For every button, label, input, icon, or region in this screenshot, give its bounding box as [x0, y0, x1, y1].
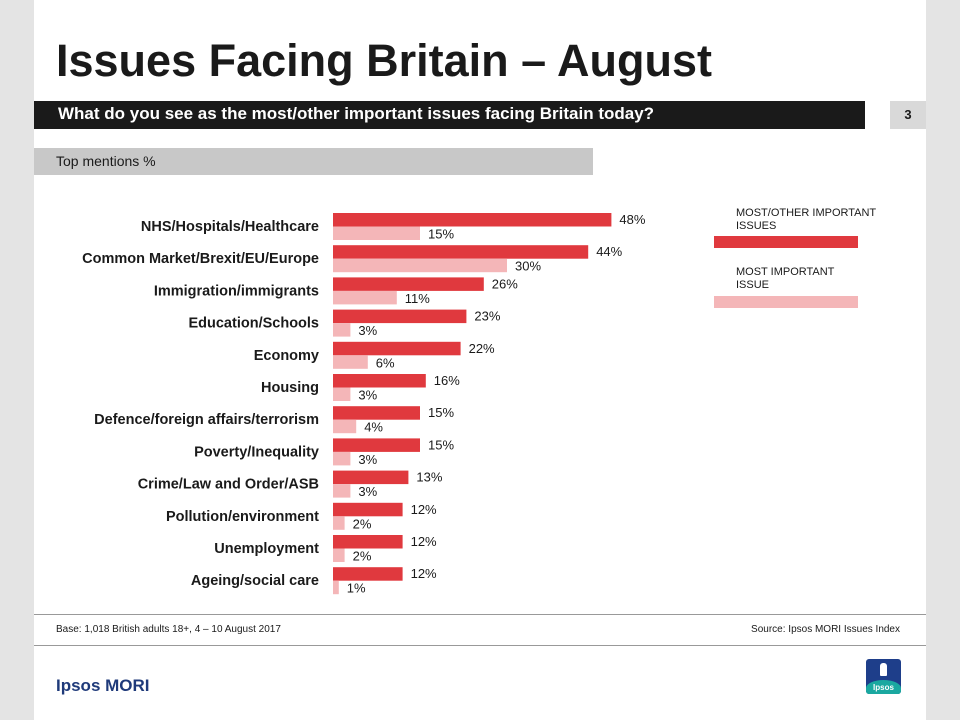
- value-label-most-other: 48%: [619, 212, 645, 227]
- category-label: Crime/Law and Order/ASB: [138, 477, 319, 493]
- bar-most-other: [333, 245, 589, 259]
- value-label-most-other: 23%: [474, 309, 500, 324]
- value-label-most-important: 11%: [405, 291, 430, 306]
- logo-mark: [880, 663, 887, 676]
- bar-most-other: [333, 341, 461, 356]
- value-label-most-other: 26%: [492, 276, 518, 291]
- category-label: Immigration/immigrants: [154, 283, 319, 299]
- bar-most-important: [333, 580, 339, 595]
- value-label-most-other: 12%: [411, 534, 437, 549]
- bar-most-other: [333, 309, 467, 324]
- category-label: Ageing/social care: [191, 573, 319, 589]
- category-label: Education/Schools: [188, 316, 319, 332]
- base-note: Base: 1,018 British adults 18+, 4 – 10 A…: [56, 624, 281, 635]
- bar-most-important: [333, 387, 351, 401]
- source-note: Source: Ipsos MORI Issues Index: [751, 624, 900, 635]
- bar-most-other: [333, 277, 484, 291]
- bar-most-other: [333, 470, 409, 485]
- bar-most-other: [333, 502, 403, 517]
- bar-most-other: [333, 438, 420, 452]
- top-mentions-label: Top mentions %: [56, 153, 156, 169]
- category-label: Common Market/Brexit/EU/Europe: [82, 251, 319, 267]
- legend-label: MOST/OTHER IMPORTANT ISSUES: [736, 207, 876, 232]
- value-label-most-important: 3%: [358, 484, 377, 499]
- page-number: 3: [890, 101, 926, 129]
- legend-swatch: [714, 296, 858, 308]
- bar-most-important: [333, 323, 351, 337]
- value-label-most-important: 3%: [358, 452, 377, 467]
- legend-swatch: [714, 236, 858, 248]
- category-label: Economy: [254, 348, 319, 364]
- value-label-most-important: 3%: [358, 388, 377, 403]
- bar-most-other: [333, 374, 426, 388]
- footer-divider-bottom: [34, 645, 926, 646]
- value-label-most-important: 3%: [358, 323, 377, 338]
- category-label: Housing: [261, 380, 319, 396]
- bar-most-other: [333, 406, 420, 420]
- category-label: Unemployment: [214, 541, 319, 557]
- bar-most-important: [333, 226, 420, 240]
- value-label-most-other: 13%: [416, 470, 442, 485]
- value-label-most-important: 6%: [376, 355, 395, 370]
- bar-most-important: [333, 516, 345, 530]
- question-text: What do you see as the most/other import…: [58, 104, 655, 123]
- value-label-most-important: 1%: [347, 581, 366, 596]
- value-label-most-other: 15%: [428, 437, 454, 452]
- slide: Issues Facing Britain – August What do y…: [34, 0, 926, 720]
- footer-divider-top: [34, 614, 926, 615]
- value-label-most-other: 16%: [434, 373, 460, 388]
- question-banner: What do you see as the most/other import…: [34, 101, 865, 129]
- category-label: NHS/Hospitals/Healthcare: [141, 219, 319, 235]
- category-label: Defence/foreign affairs/terrorism: [94, 412, 319, 428]
- value-label-most-other: 15%: [428, 405, 454, 420]
- page-title: Issues Facing Britain – August: [56, 35, 712, 86]
- bar-most-important: [333, 548, 345, 562]
- brand-name: Ipsos MORI: [56, 676, 150, 695]
- logo-wave-shape: [866, 680, 901, 694]
- category-label: Poverty/Inequality: [194, 444, 319, 460]
- bar-most-important: [333, 419, 357, 434]
- logo-text: Ipsos: [873, 683, 894, 692]
- value-label-most-other: 44%: [596, 244, 622, 259]
- bar-chart: NHS/Hospitals/Healthcare 48% 15% Common Mar…: [82, 207, 876, 596]
- value-label-most-other: 22%: [469, 341, 495, 356]
- bar-most-important: [333, 258, 507, 273]
- value-label-most-other: 12%: [411, 566, 437, 581]
- bar-most-other: [333, 213, 612, 227]
- value-label-most-important: 2%: [353, 549, 372, 564]
- value-label-most-important: 2%: [353, 516, 372, 531]
- bar-most-important: [333, 484, 351, 498]
- category-label: Pollution/environment: [166, 509, 319, 525]
- value-label-most-important: 15%: [428, 227, 454, 242]
- value-label-most-other: 12%: [411, 502, 437, 517]
- ipsos-logo: Ipsos: [866, 659, 901, 694]
- legend-label: MOST IMPORTANT ISSUE: [736, 266, 835, 291]
- value-label-most-important: 30%: [515, 259, 541, 274]
- value-label-most-important: 4%: [364, 420, 383, 435]
- top-mentions-banner: Top mentions %: [34, 148, 593, 175]
- bar-most-other: [333, 535, 403, 549]
- bar-most-other: [333, 567, 403, 581]
- bar-most-important: [333, 451, 351, 466]
- bar-most-important: [333, 290, 397, 305]
- bar-most-important: [333, 355, 368, 369]
